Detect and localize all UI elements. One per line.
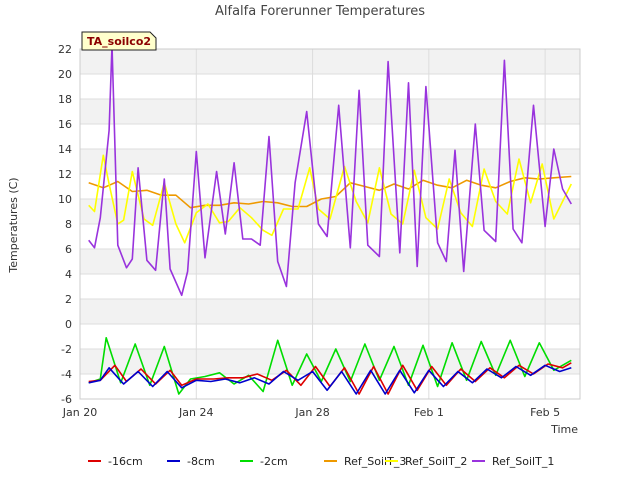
chart-title: Alfalfa Forerunner Temperatures xyxy=(215,4,425,19)
y-tick-label: 2 xyxy=(65,293,72,306)
y-tick-label: 8 xyxy=(65,218,72,231)
grid-band xyxy=(80,49,580,74)
legend-label: -16cm xyxy=(108,455,143,468)
y-tick-label: 20 xyxy=(58,68,72,81)
y-tick-label: 4 xyxy=(65,268,72,281)
x-axis-ticks: Jan 20 Jan 24 Jan 28 Feb 1 Feb 5 xyxy=(62,406,560,419)
legend-label: -2cm xyxy=(260,455,288,468)
y-tick-label: 0 xyxy=(65,318,72,331)
series-line-8cm xyxy=(88,364,572,395)
x-tick-label: Jan 28 xyxy=(294,406,329,419)
series-badge: TA_soilco2 xyxy=(81,31,157,51)
badge-label: TA_soilco2 xyxy=(87,35,151,48)
legend-item-ref-soilt-3: Ref_SoilT_3 xyxy=(324,455,406,468)
legend-label: Ref_SoilT_3 xyxy=(344,455,406,468)
y-tick-label: 22 xyxy=(58,43,72,56)
x-tick-label: Jan 20 xyxy=(62,406,97,419)
legend-item-ref-soilt-1: Ref_SoilT_1 xyxy=(472,455,554,468)
series-lines xyxy=(88,44,573,395)
y-axis-ticks: -6 -4 -2 0 2 4 6 8 10 12 14 16 18 20 22 xyxy=(58,43,72,406)
x-tick-label: Jan 24 xyxy=(178,406,213,419)
x-axis-label: Time xyxy=(550,423,578,436)
x-tick-label: Feb 5 xyxy=(530,406,560,419)
x-tick-label: Feb 1 xyxy=(414,406,444,419)
grid-band xyxy=(80,149,580,174)
legend-label: Ref_SoilT_1 xyxy=(492,455,554,468)
y-tick-label: 14 xyxy=(58,143,72,156)
series-line-ref-soilt-3 xyxy=(88,175,572,209)
y-tick-label: 16 xyxy=(58,118,72,131)
y-axis-label: Temperatures (C) xyxy=(7,177,20,273)
legend-label: -8cm xyxy=(187,455,215,468)
grid-band xyxy=(80,299,580,324)
grid-band xyxy=(80,249,580,274)
y-tick-label: -2 xyxy=(61,343,72,356)
plot-frame xyxy=(79,48,581,400)
series-line-ref-soilt-1 xyxy=(88,44,572,297)
legend-item-8cm: -8cm xyxy=(167,455,215,468)
legend-item-ref-soilt-2: Ref_SoilT_2 xyxy=(385,455,467,468)
y-tick-label: 6 xyxy=(65,243,72,256)
legend-label: Ref_SoilT_2 xyxy=(405,455,467,468)
legend-item-16cm: -16cm xyxy=(88,455,143,468)
badge-box xyxy=(81,31,157,51)
grid-band xyxy=(80,99,580,124)
y-tick-label: 18 xyxy=(58,93,72,106)
y-tick-label: 12 xyxy=(58,168,72,181)
y-tick-label: -6 xyxy=(61,393,72,406)
y-tick-label: -4 xyxy=(61,368,72,381)
legend-item-2cm: -2cm xyxy=(240,455,288,468)
y-tick-label: 10 xyxy=(58,193,72,206)
